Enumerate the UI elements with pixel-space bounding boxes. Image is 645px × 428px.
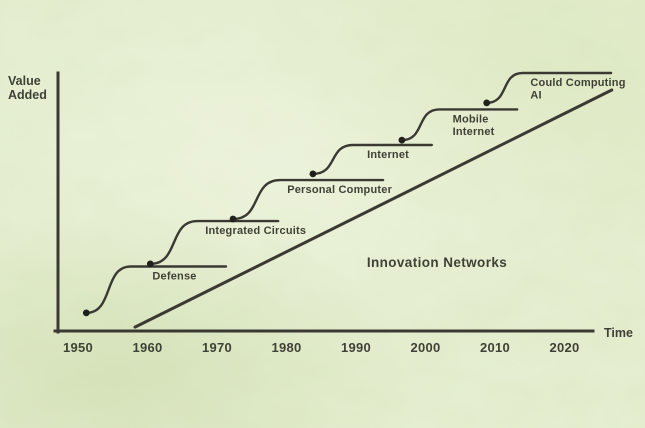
x-axis-ticks-layer: 1950 1960 1970 1980 1990 2000 2010 2020 [63,340,579,355]
curve-label: Could Computing AI [530,77,625,102]
tech-s-curve [149,219,280,266]
tech-s-curve [85,265,228,315]
curve-label: Internet [367,149,409,161]
innovation-networks-label: Innovation Networks [367,255,507,270]
y-axis-title-line2: Added [8,88,47,102]
curve-start-dot [309,170,317,178]
curve-start-dot [398,136,406,144]
tech-s-curve [231,178,385,221]
x-tick-label: 2010 [480,340,510,355]
x-tick-label: 1990 [341,340,371,355]
x-axis-title: Time [604,326,633,340]
tech-s-curve [311,143,433,176]
x-tick-label: 2020 [549,340,579,355]
y-axis-title-line1: Value [8,74,41,88]
curve-start-dot [229,215,237,223]
curve-label: Mobile Internet [453,113,495,137]
curve-start-dot [483,99,491,107]
x-tick-label: 2000 [410,340,440,355]
tech-s-curve [400,108,519,142]
x-tick-label: 1950 [63,340,93,355]
tech-s-curves-layer: Defense Integrated Circuits Personal Compu… [82,71,625,317]
curve-start-dot [82,309,90,317]
innovation-networks-line [133,88,614,329]
curve-label: Integrated Circuits [205,225,306,237]
x-tick-label: 1980 [271,340,301,355]
x-tick-label: 1970 [202,340,232,355]
curve-label: Personal Computer [287,184,392,196]
curve-start-dot [146,260,154,268]
x-tick-label: 1960 [132,340,162,355]
innovation-networks-line-layer [133,88,614,329]
tech-s-curve [485,71,613,105]
curve-label: Defense [152,271,196,283]
